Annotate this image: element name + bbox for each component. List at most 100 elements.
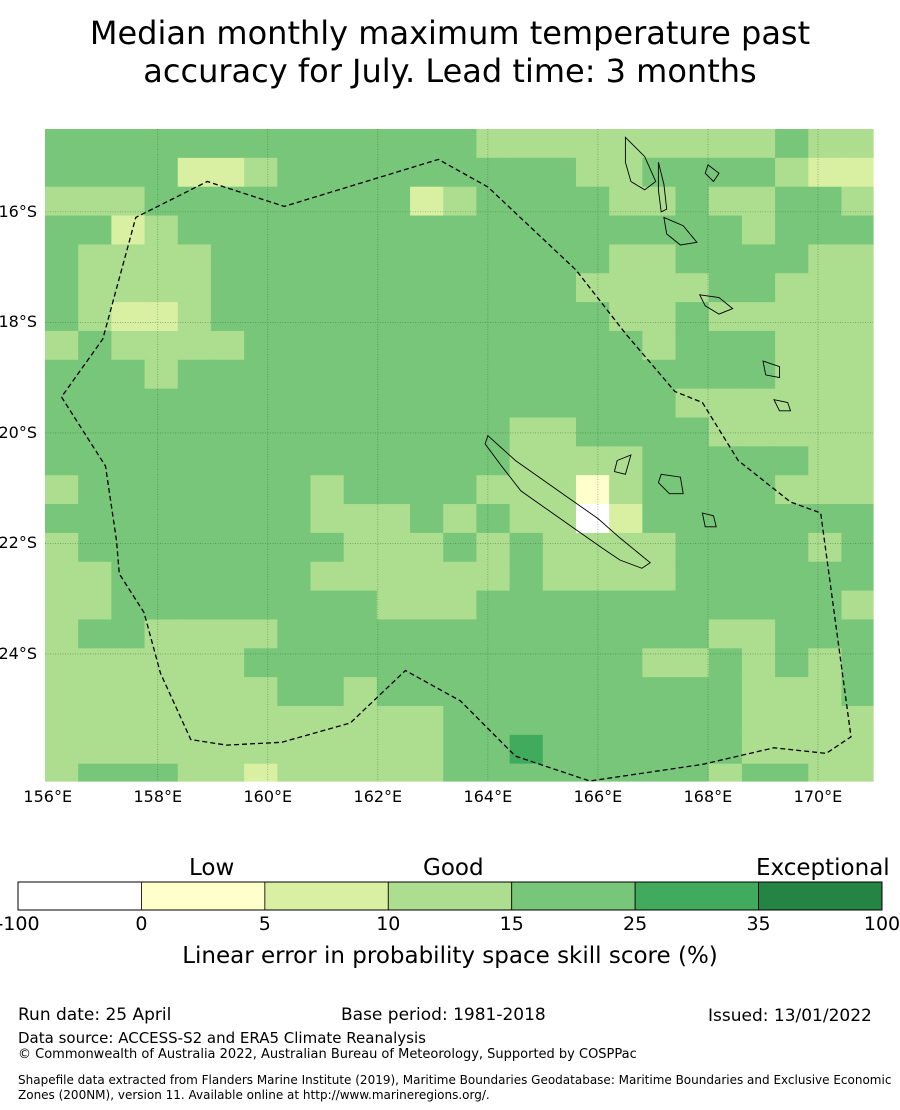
graticule bbox=[45, 129, 873, 781]
grid-cell bbox=[244, 446, 278, 476]
grid-cell bbox=[741, 561, 776, 592]
grid-cell bbox=[542, 157, 577, 188]
grid-cell bbox=[642, 129, 677, 159]
grid-cell bbox=[642, 734, 677, 765]
grid-cell bbox=[45, 763, 79, 782]
colorbar-tick: 10 bbox=[376, 913, 401, 935]
grid-cell bbox=[277, 215, 312, 245]
grid-cell bbox=[177, 734, 212, 765]
grid-cell bbox=[277, 677, 312, 707]
grid-cell bbox=[741, 359, 776, 390]
grid-cell bbox=[111, 157, 146, 188]
grid-cell bbox=[410, 561, 444, 592]
grid-cell bbox=[775, 475, 809, 505]
grid-cell bbox=[741, 648, 776, 678]
grid-cell bbox=[575, 388, 610, 419]
grid-cell bbox=[111, 244, 146, 274]
grid-cell bbox=[111, 677, 146, 707]
grid-cell bbox=[675, 359, 710, 390]
grid-cell bbox=[78, 763, 112, 782]
grid-cell bbox=[741, 504, 776, 534]
lat-label: 22°S bbox=[0, 533, 37, 553]
grid-cell bbox=[642, 215, 677, 245]
grid-cell bbox=[775, 273, 809, 303]
grid-cell bbox=[410, 388, 444, 419]
grid-cell bbox=[244, 273, 278, 303]
grid-cell bbox=[210, 561, 245, 592]
grid-cell bbox=[443, 504, 478, 534]
grid-cell bbox=[343, 330, 378, 361]
grid-cell bbox=[808, 273, 843, 303]
grid-cell bbox=[177, 561, 212, 592]
grid-cell bbox=[542, 359, 577, 390]
grid-cell bbox=[244, 561, 278, 592]
grid-cell bbox=[376, 330, 411, 361]
island-outline bbox=[704, 164, 720, 183]
grid-cell bbox=[376, 215, 411, 245]
grid-cell bbox=[277, 705, 312, 736]
grid-cell bbox=[808, 388, 843, 419]
grid-cell bbox=[476, 273, 511, 303]
copyright: © Commonwealth of Australia 2022, Austra… bbox=[18, 1047, 637, 1062]
grid-cell bbox=[144, 504, 179, 534]
grid-cell bbox=[45, 388, 79, 419]
grid-cell bbox=[45, 273, 79, 303]
grid-cell bbox=[675, 561, 710, 592]
grid-cell bbox=[277, 302, 312, 332]
grid-cell bbox=[476, 734, 511, 765]
grid-cell bbox=[78, 446, 112, 476]
grid-cell bbox=[675, 648, 710, 678]
grid-cell bbox=[78, 157, 112, 188]
grid-cell bbox=[210, 330, 245, 361]
grid-cell bbox=[177, 475, 212, 505]
grid-cell bbox=[343, 215, 378, 245]
grid-cell bbox=[111, 705, 146, 736]
grid-cell bbox=[575, 186, 610, 217]
grid-cell bbox=[509, 446, 544, 476]
grid-cell bbox=[575, 215, 610, 245]
grid-cell bbox=[808, 677, 843, 707]
grid-cell bbox=[476, 590, 511, 621]
grid-cell bbox=[343, 244, 378, 274]
grid-cell bbox=[210, 129, 245, 159]
grid-cell bbox=[775, 648, 809, 678]
grid-cell bbox=[675, 532, 710, 563]
grid-cell bbox=[78, 186, 112, 217]
grid-cell bbox=[78, 561, 112, 592]
grid-cell bbox=[476, 475, 511, 505]
grid-cell bbox=[642, 619, 677, 649]
grid-cell bbox=[410, 705, 444, 736]
grid-cell bbox=[675, 417, 710, 447]
grid-cell bbox=[575, 330, 610, 361]
grid-cell bbox=[476, 648, 511, 678]
grid-cell bbox=[376, 648, 411, 678]
grid-cell bbox=[177, 359, 212, 390]
grid-cell bbox=[476, 561, 511, 592]
grid-cell bbox=[575, 763, 610, 782]
grid-cell bbox=[310, 359, 345, 390]
grid-cell bbox=[542, 388, 577, 419]
chart-title: Median monthly maximum temperature past … bbox=[0, 14, 900, 90]
grid-cell bbox=[144, 677, 179, 707]
grid-cell bbox=[443, 734, 478, 765]
grid-cell bbox=[244, 619, 278, 649]
eez-boundary bbox=[60, 158, 852, 782]
grid-cell bbox=[144, 330, 179, 361]
grid-cell bbox=[410, 446, 444, 476]
grid-cell bbox=[509, 677, 544, 707]
grid-cell bbox=[575, 504, 610, 534]
grid-cell bbox=[410, 648, 444, 678]
grid-cell bbox=[775, 532, 809, 563]
grid-cell bbox=[675, 388, 710, 419]
colorbar-segment bbox=[758, 881, 883, 911]
grid-cell bbox=[177, 619, 212, 649]
grid-cell bbox=[111, 186, 146, 217]
grid-cell bbox=[376, 446, 411, 476]
grid-cell bbox=[210, 302, 245, 332]
grid-cell bbox=[45, 302, 79, 332]
grid-cell bbox=[775, 705, 809, 736]
island-outline bbox=[762, 360, 780, 379]
grid-cell bbox=[609, 388, 643, 419]
grid-cell bbox=[244, 734, 278, 765]
grid-cell bbox=[708, 244, 743, 274]
